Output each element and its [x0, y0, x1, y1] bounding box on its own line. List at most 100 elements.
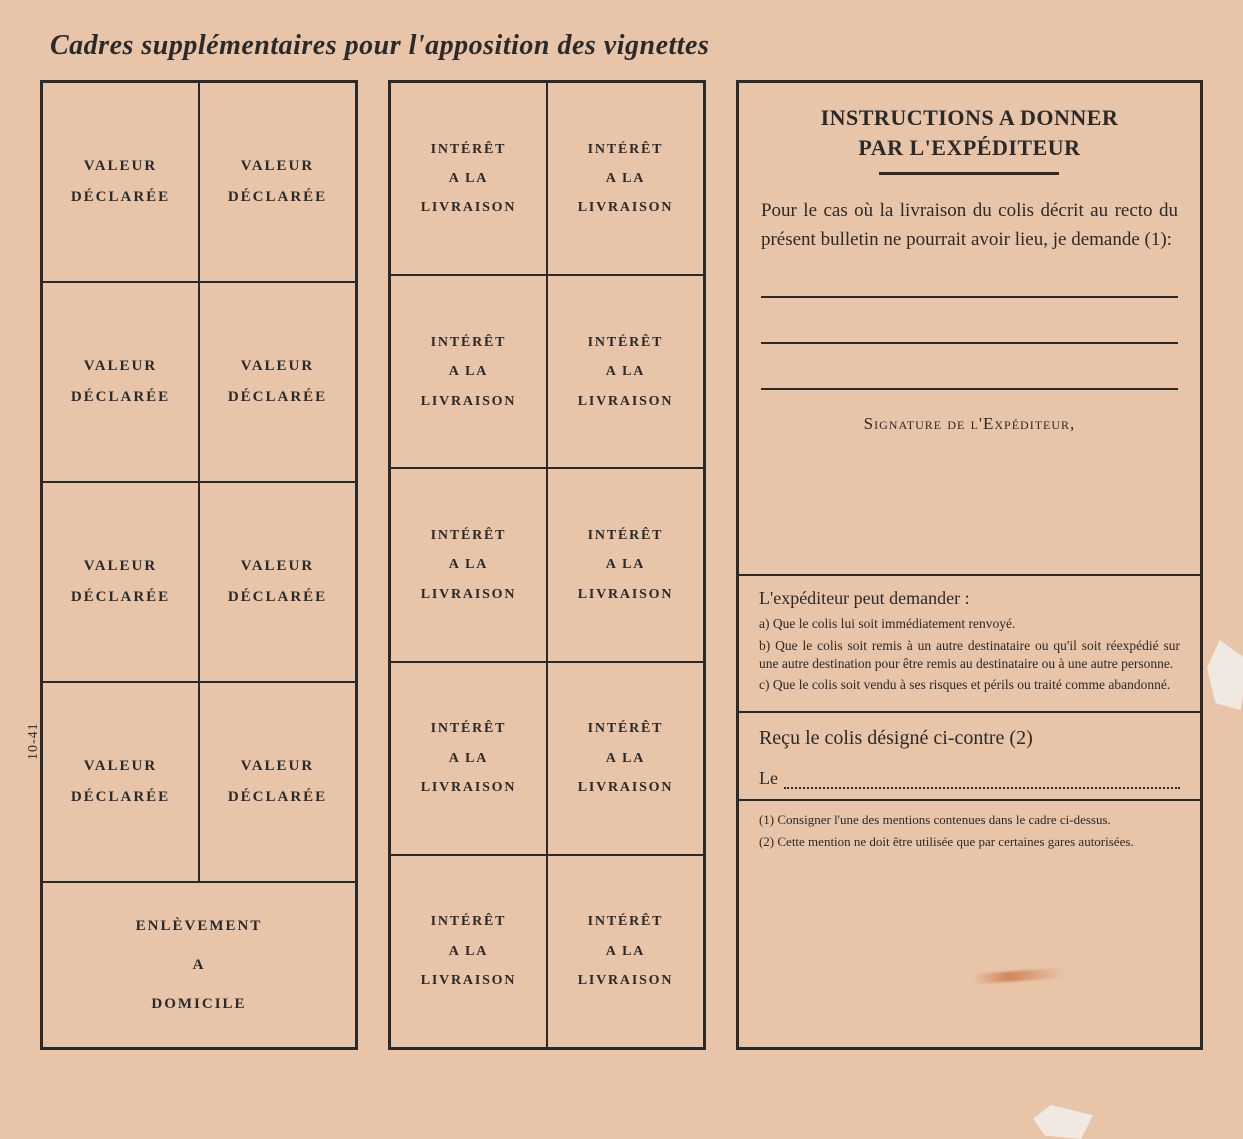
signature-label: Signature de l'Expéditeur,: [761, 414, 1178, 434]
interet-cell: INTÉRÊT A LA LIVRAISON: [391, 469, 546, 660]
interet-label-3: LIVRAISON: [421, 193, 517, 222]
interet-label-1: INTÉRÊT: [588, 328, 664, 357]
interet-label-1: INTÉRÊT: [588, 714, 664, 743]
footnotes-panel: (1) Consigner l'une des mentions contenu…: [739, 799, 1200, 870]
valeur-label-1: VALEUR: [241, 151, 314, 183]
interet-cell: INTÉRÊT A LA LIVRAISON: [391, 83, 546, 274]
interet-label-2: A LA: [449, 164, 489, 193]
valeur-cell: VALEUR DÉCLARÉE: [43, 483, 198, 681]
blank-write-line: [761, 360, 1178, 390]
recu-text: Reçu le colis désigné ci-contre (2): [759, 727, 1180, 750]
interet-cell: INTÉRÊT A LA LIVRAISON: [546, 469, 703, 660]
interet-label-3: LIVRAISON: [578, 580, 674, 609]
valeur-row: VALEUR DÉCLARÉE VALEUR DÉCLARÉE: [43, 83, 355, 283]
valeur-label-2: DÉCLARÉE: [71, 182, 170, 214]
interet-label-3: LIVRAISON: [578, 193, 674, 222]
interet-label-3: LIVRAISON: [578, 773, 674, 802]
valeur-label-2: DÉCLARÉE: [228, 782, 327, 814]
valeur-label-2: DÉCLARÉE: [228, 382, 327, 414]
enlevement-footer: ENLÈVEMENT A DOMICILE: [43, 883, 355, 1047]
instructions-title-line-2: PAR L'EXPÉDITEUR: [858, 135, 1080, 160]
interet-label-1: INTÉRÊT: [431, 907, 507, 936]
interet-label-2: A LA: [606, 357, 646, 386]
interet-label-3: LIVRAISON: [421, 966, 517, 995]
enlevement-line-3: DOMICILE: [151, 985, 246, 1024]
interet-label-1: INTÉRÊT: [431, 714, 507, 743]
interet-label-2: A LA: [606, 744, 646, 773]
enlevement-line-2: A: [193, 946, 206, 985]
paper-tear-icon: [1207, 640, 1243, 710]
interet-label-3: LIVRAISON: [421, 580, 517, 609]
interet-label-3: LIVRAISON: [421, 773, 517, 802]
interet-label-3: LIVRAISON: [578, 387, 674, 416]
instructions-title: INSTRUCTIONS A DONNER PAR L'EXPÉDITEUR: [761, 103, 1178, 162]
valeur-label-2: DÉCLARÉE: [71, 782, 170, 814]
expediteur-option-c: c) Que le colis soit vendu à ses risques…: [759, 676, 1180, 694]
interet-label-2: A LA: [449, 744, 489, 773]
title-underline: [879, 172, 1059, 175]
interet-cell: INTÉRÊT A LA LIVRAISON: [546, 856, 703, 1047]
valeur-row: VALEUR DÉCLARÉE VALEUR DÉCLARÉE: [43, 483, 355, 683]
valeur-label-1: VALEUR: [241, 551, 314, 583]
valeur-cell: VALEUR DÉCLARÉE: [198, 283, 355, 481]
page-title: Cadres supplémentaires pour l'apposition…: [50, 30, 1203, 62]
left-column-frame: VALEUR DÉCLARÉE VALEUR DÉCLARÉE VALEUR D…: [40, 80, 358, 1050]
valeur-label-2: DÉCLARÉE: [228, 582, 327, 614]
interet-label-3: LIVRAISON: [578, 966, 674, 995]
footnote-2: (2) Cette mention ne doit être utilisée …: [759, 833, 1180, 851]
valeur-row: VALEUR DÉCLARÉE VALEUR DÉCLARÉE: [43, 283, 355, 483]
valeur-label-1: VALEUR: [241, 351, 314, 383]
interet-label-1: INTÉRÊT: [431, 521, 507, 550]
interet-cell: INTÉRÊT A LA LIVRAISON: [391, 856, 546, 1047]
interet-label-3: LIVRAISON: [421, 387, 517, 416]
valeur-cell: VALEUR DÉCLARÉE: [198, 483, 355, 681]
interet-label-1: INTÉRÊT: [431, 135, 507, 164]
valeur-cell: VALEUR DÉCLARÉE: [198, 83, 355, 281]
interet-cell: INTÉRÊT A LA LIVRAISON: [391, 663, 546, 854]
valeur-label-2: DÉCLARÉE: [228, 182, 327, 214]
expediteur-options-panel: L'expéditeur peut demander : a) Que le c…: [739, 574, 1200, 711]
recu-le-label: Le: [759, 768, 778, 789]
interet-label-1: INTÉRÊT: [588, 907, 664, 936]
interet-row: INTÉRÊT A LA LIVRAISON INTÉRÊT A LA LIVR…: [391, 469, 703, 662]
signature-space: [761, 444, 1178, 554]
instructions-body: Pour le cas où la livraison du colis déc…: [761, 197, 1178, 254]
interet-label-2: A LA: [606, 937, 646, 966]
valeur-cell: VALEUR DÉCLARÉE: [43, 83, 198, 281]
valeur-cell: VALEUR DÉCLARÉE: [198, 683, 355, 881]
recu-date-fill: [784, 775, 1180, 789]
valeur-label-1: VALEUR: [84, 151, 157, 183]
recu-date-line: Le: [759, 768, 1180, 789]
interet-cell: INTÉRÊT A LA LIVRAISON: [546, 276, 703, 467]
interet-row: INTÉRÊT A LA LIVRAISON INTÉRÊT A LA LIVR…: [391, 663, 703, 856]
valeur-cell: VALEUR DÉCLARÉE: [43, 683, 198, 881]
expediteur-option-a: a) Que le colis lui soit immédiatement r…: [759, 615, 1180, 633]
middle-column-frame: INTÉRÊT A LA LIVRAISON INTÉRÊT A LA LIVR…: [388, 80, 706, 1050]
interet-label-2: A LA: [449, 937, 489, 966]
interet-label-2: A LA: [606, 164, 646, 193]
interet-label-1: INTÉRÊT: [431, 328, 507, 357]
valeur-row: VALEUR DÉCLARÉE VALEUR DÉCLARÉE: [43, 683, 355, 883]
recu-panel: Reçu le colis désigné ci-contre (2) Le: [739, 711, 1200, 799]
content-columns: VALEUR DÉCLARÉE VALEUR DÉCLARÉE VALEUR D…: [40, 80, 1203, 1080]
expediteur-options-title: L'expéditeur peut demander :: [759, 588, 1180, 609]
paper-tear-icon: [1033, 1105, 1093, 1139]
side-print-mark: 10-41: [26, 722, 42, 760]
interet-cell: INTÉRÊT A LA LIVRAISON: [546, 663, 703, 854]
interet-row: INTÉRÊT A LA LIVRAISON INTÉRÊT A LA LIVR…: [391, 83, 703, 276]
expediteur-option-b: b) Que le colis soit remis à un autre de…: [759, 637, 1180, 673]
interet-label-2: A LA: [606, 550, 646, 579]
instructions-title-line-1: INSTRUCTIONS A DONNER: [821, 105, 1119, 130]
valeur-label-1: VALEUR: [241, 751, 314, 783]
valeur-label-2: DÉCLARÉE: [71, 582, 170, 614]
valeur-label-1: VALEUR: [84, 551, 157, 583]
interet-cell: INTÉRÊT A LA LIVRAISON: [391, 276, 546, 467]
valeur-label-2: DÉCLARÉE: [71, 382, 170, 414]
interet-row: INTÉRÊT A LA LIVRAISON INTÉRÊT A LA LIVR…: [391, 276, 703, 469]
interet-label-1: INTÉRÊT: [588, 521, 664, 550]
valeur-label-1: VALEUR: [84, 751, 157, 783]
valeur-label-1: VALEUR: [84, 351, 157, 383]
enlevement-line-1: ENLÈVEMENT: [136, 907, 263, 946]
right-column-frame: INSTRUCTIONS A DONNER PAR L'EXPÉDITEUR P…: [736, 80, 1203, 1050]
interet-row: INTÉRÊT A LA LIVRAISON INTÉRÊT A LA LIVR…: [391, 856, 703, 1047]
